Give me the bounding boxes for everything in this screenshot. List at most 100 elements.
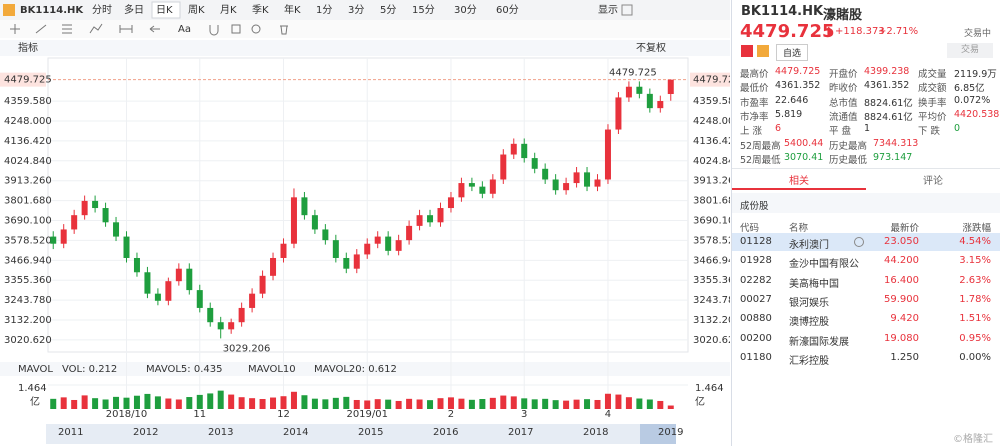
volume-header	[0, 362, 730, 376]
table-cell[interactable]: 0.95%	[959, 332, 991, 344]
table-cell[interactable]: 永利澳门	[789, 240, 829, 251]
table-cell[interactable]: 02282	[740, 274, 772, 286]
table-cell[interactable]: 1.250	[890, 351, 919, 363]
table-cell[interactable]: 2.63%	[959, 274, 991, 286]
tool-line[interactable]	[35, 24, 47, 34]
volume-tick-label: 1.464	[18, 383, 47, 394]
quote-code: BK1114.HK	[741, 4, 824, 19]
table-cell[interactable]: 新濠国际发展	[789, 336, 849, 348]
tool-eye[interactable]	[251, 24, 261, 34]
period-tab[interactable]: 日K	[156, 5, 173, 16]
display-toggle[interactable]: 显示	[598, 4, 618, 16]
tab[interactable]: 评论	[923, 176, 943, 187]
volume-bar	[60, 397, 67, 409]
y-tick-label-right: 3690.100	[693, 216, 730, 227]
table-cell[interactable]: 4.54%	[959, 236, 991, 247]
volume-bar	[584, 399, 591, 409]
tool-cross[interactable]	[10, 24, 20, 34]
volume-bar	[165, 398, 172, 409]
table-cell[interactable]: 汇彩控股	[789, 355, 829, 367]
tool-measure[interactable]	[119, 25, 133, 33]
flag-icon	[757, 45, 769, 57]
period-tab[interactable]: 年K	[284, 3, 301, 16]
stat-value: 973.147	[873, 151, 913, 163]
volume-tick-label-right: 1.464	[695, 383, 724, 394]
table-cell[interactable]: 16.400	[884, 274, 919, 286]
y-tick-label-right: 4024.840	[693, 156, 730, 167]
table-cell[interactable]: 00200	[740, 332, 772, 344]
tool-lock[interactable]	[231, 24, 241, 34]
period-tab[interactable]: 3分	[348, 4, 364, 16]
table-cell[interactable]: 01128	[740, 236, 772, 247]
navigator[interactable]	[46, 424, 676, 444]
period-tab[interactable]: 多日	[124, 3, 144, 16]
table-cell[interactable]: 澳博控股	[789, 317, 829, 329]
volume-unit: 亿	[30, 395, 40, 408]
table-cell[interactable]: 1.51%	[959, 313, 991, 325]
quote-change-pct: +2.71%	[878, 26, 919, 37]
candle-body	[542, 168, 549, 180]
stat-value: 4479.725	[775, 66, 821, 77]
table-cell[interactable]: 美高梅中国	[789, 278, 839, 290]
flag-icon	[741, 45, 753, 57]
stat-value: 4420.538	[954, 108, 1000, 120]
table-cell[interactable]: 59.900	[884, 293, 919, 305]
tool-parallel[interactable]	[62, 24, 72, 34]
volume-bar	[489, 397, 496, 409]
adjust-mode[interactable]: 不复权	[636, 41, 666, 54]
table-cell[interactable]: 23.050	[884, 236, 919, 247]
volume-legend: MAVOL20: 0.612	[314, 364, 397, 375]
watchlist-button[interactable]: 自选	[776, 44, 809, 61]
stat-label: 历史最低	[829, 154, 868, 166]
table-cell[interactable]: 金沙中国有限公	[789, 259, 859, 271]
divider	[732, 168, 1000, 169]
tool-wave[interactable]	[89, 23, 103, 34]
trade-button[interactable]: 交易	[947, 43, 993, 58]
indicator-label[interactable]: 指标	[18, 41, 38, 54]
low-annotation: 3029.206	[223, 343, 271, 354]
indicator-bar	[0, 40, 730, 56]
checkbox[interactable]	[621, 4, 633, 16]
stat-label: 平均价	[918, 111, 947, 123]
table-cell[interactable]: 银河娱乐	[789, 297, 829, 309]
stat-label: 市净率	[740, 111, 769, 123]
navigator-window[interactable]	[640, 424, 676, 444]
period-tab[interactable]: 60分	[496, 4, 519, 16]
candle-body	[584, 172, 591, 187]
table-cell[interactable]: 3.15%	[959, 255, 991, 267]
table-cell[interactable]: 19.080	[884, 332, 919, 344]
tool-arrow[interactable]	[149, 25, 160, 33]
period-tab[interactable]: 5分	[380, 4, 396, 16]
tool-magnet[interactable]	[209, 25, 219, 36]
period-tab[interactable]: 15分	[412, 4, 435, 16]
tool-delete[interactable]	[280, 25, 288, 35]
table-cell[interactable]: 0.00%	[959, 351, 991, 363]
stat-label: 历史最高	[829, 140, 868, 152]
tool-font[interactable]: Aa	[178, 24, 191, 35]
volume-bar	[332, 397, 339, 409]
navigator-year: 2014	[283, 427, 308, 438]
section-title: 成份股	[740, 201, 769, 212]
quote-change: +118.373	[835, 26, 885, 37]
table-cell[interactable]: 9.420	[890, 313, 919, 325]
candle-body	[102, 208, 109, 223]
table-cell[interactable]: 00880	[740, 313, 772, 325]
y-tick-label-right: 4136.420	[693, 136, 730, 147]
stat-value: 8824.61亿	[864, 111, 913, 123]
period-tab[interactable]: 分时	[92, 4, 112, 16]
period-tab[interactable]: 周K	[188, 4, 205, 16]
period-tab[interactable]: 1分	[316, 4, 332, 16]
volume-bar	[447, 397, 454, 409]
candle-body	[343, 257, 350, 269]
table-cell[interactable]: 44.200	[884, 255, 919, 267]
period-tab[interactable]: 季K	[252, 4, 269, 16]
table-cell[interactable]: 00027	[740, 293, 772, 305]
period-tab[interactable]: 30分	[454, 4, 477, 16]
tab[interactable]: 相关	[789, 176, 809, 187]
table-cell[interactable]: 1.78%	[959, 293, 991, 305]
candle-body	[249, 293, 256, 308]
period-tab[interactable]: 月K	[220, 4, 237, 16]
y-tick-label: 4248.000	[4, 116, 52, 127]
table-cell[interactable]: 01180	[740, 351, 772, 363]
table-cell[interactable]: 01928	[740, 255, 772, 267]
